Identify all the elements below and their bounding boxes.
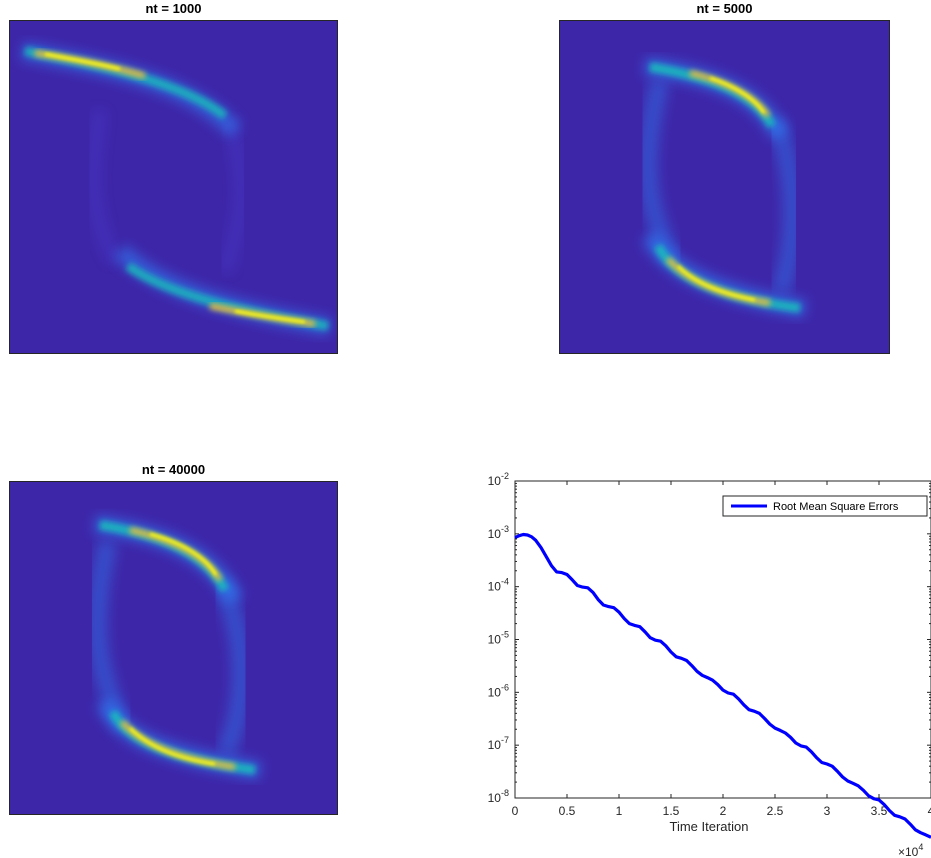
plot-axes-box bbox=[514, 480, 931, 799]
heatmap-plot-area bbox=[9, 481, 338, 815]
x-tick-label: 2 bbox=[720, 804, 727, 818]
y-tick-label: 10-3 bbox=[488, 524, 509, 541]
y-tick-label: 10-4 bbox=[488, 577, 509, 594]
x-tick-label: 2.5 bbox=[767, 804, 784, 818]
y-tick-label: 10-7 bbox=[488, 735, 509, 752]
legend-label: Root Mean Square Errors bbox=[773, 501, 899, 513]
density-heatmap bbox=[560, 21, 889, 353]
x-tick-label: 0.5 bbox=[559, 804, 576, 818]
x-tick-label: 0 bbox=[512, 804, 519, 818]
density-heatmap bbox=[10, 21, 337, 353]
x-tick-label: 4 bbox=[928, 804, 931, 818]
series-line-rmse bbox=[514, 532, 931, 839]
y-tick-label: 10-8 bbox=[488, 788, 509, 805]
heatmap-plot-area bbox=[559, 20, 890, 354]
x-axis-label: Time Iteration bbox=[670, 819, 749, 834]
y-tick-label: 10-5 bbox=[488, 630, 509, 647]
x-tick-label: 1.5 bbox=[663, 804, 680, 818]
x-tick-label: 1 bbox=[616, 804, 623, 818]
y-tick-label: 10-2 bbox=[488, 471, 509, 488]
x-tick-label: 3.5 bbox=[871, 804, 888, 818]
x-tick-label: 3 bbox=[824, 804, 831, 818]
panel-title: nt = 40000 bbox=[141, 462, 206, 477]
legend-box bbox=[722, 495, 928, 517]
density-heatmap bbox=[10, 482, 337, 814]
panel-title: nt = 5000 bbox=[696, 1, 753, 16]
panel-title: nt = 1000 bbox=[145, 1, 202, 16]
y-tick-label: 10-6 bbox=[488, 682, 509, 699]
x-exponent-label: ×104 bbox=[898, 842, 923, 858]
heatmap-plot-area bbox=[9, 20, 338, 354]
